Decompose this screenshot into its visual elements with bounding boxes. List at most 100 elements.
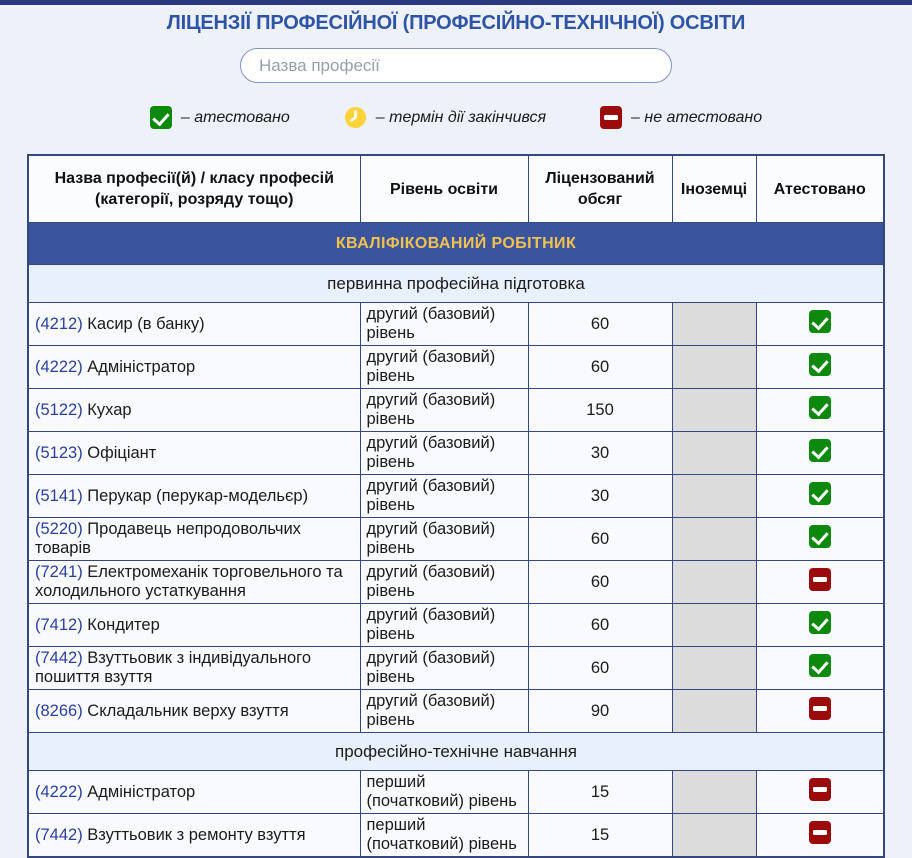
education-level-cell: другий (базовий) рівень [359,474,529,518]
profession-name: Електромеханік торговельного та холодиль… [35,563,343,600]
attested-cell [755,345,885,389]
attested-cell [755,560,885,604]
column-header-education-level: Рівень освіти [359,154,529,223]
profession-code-link[interactable]: (5141) [35,486,83,505]
table-row: (4222) Адміністратор другий (базовий) рі… [27,345,885,389]
licensed-volume-cell: 90 [527,689,673,733]
profession-code-link[interactable]: (7241) [35,563,83,581]
profession-code-link[interactable]: (5123) [35,443,83,462]
education-level-cell: другий (базовий) рівень [359,603,529,647]
profession-code-link[interactable]: (7442) [35,649,83,667]
table-row: (7442) Взуттьовик з індивідуального поши… [27,646,885,690]
section-title: професійно-технічне навчання [27,732,885,771]
attested-cell [755,770,885,814]
legend-item-expired: – термін дії закінчився [344,106,546,129]
foreigners-cell [671,560,757,604]
attested-cell [755,646,885,690]
education-level-cell: другий (базовий) рівень [359,646,529,690]
licensed-volume-cell: 15 [527,770,673,814]
table-row: (4222) Адміністратор перший (початковий)… [27,770,885,814]
profession-code-link[interactable]: (4212) [35,314,83,333]
minus-icon [808,778,831,801]
top-accent-bar [0,0,912,5]
minus-icon [808,697,831,720]
foreigners-cell [671,431,757,475]
profession-cell: (4222) Адміністратор [27,770,361,814]
attested-cell [755,431,885,475]
clock-icon [344,106,366,129]
profession-cell: (7241) Електромеханік торговельного та х… [27,560,361,604]
legend: – атестовано – термін дії закінчився – н… [0,106,912,129]
profession-name: Адміністратор [82,782,196,801]
profession-cell: (5122) Кухар [27,388,361,432]
profession-name: Перукар (перукар-модельєр) [82,486,309,505]
profession-code-link[interactable]: (7442) [35,825,83,844]
profession-code-link[interactable]: (4222) [35,357,83,376]
licensed-volume-cell: 60 [527,302,673,346]
profession-cell: (5141) Перукар (перукар-модельєр) [27,474,361,518]
check-icon [808,654,831,677]
profession-code-link[interactable]: (4222) [35,782,83,801]
profession-name: Кухар [82,400,132,419]
check-icon [149,106,172,129]
minus-icon [808,568,831,591]
table-row: (5123) Офіціант другий (базовий) рівень … [27,431,885,475]
table-row: (7241) Електромеханік торговельного та х… [27,560,885,604]
foreigners-cell [671,474,757,518]
profession-cell: (8266) Складальник верху взуття [27,689,361,733]
licensed-volume-cell: 30 [527,431,673,475]
column-header-attested: Атестовано [755,154,885,223]
check-icon [808,310,831,333]
attested-cell [755,813,885,858]
minus-icon [600,106,623,129]
check-icon [808,482,831,505]
profession-code-link[interactable]: (7412) [35,615,83,634]
check-icon [808,353,831,376]
education-level-cell: другий (базовий) рівень [359,431,529,475]
legend-label: – не атестовано [631,108,763,126]
section-row: первинна професійна підготовка [27,264,885,303]
table-row: (5122) Кухар другий (базовий) рівень 150 [27,388,885,432]
education-level-cell: другий (базовий) рівень [359,560,529,604]
table-row: (5141) Перукар (перукар-модельєр) другий… [27,474,885,518]
licensed-volume-cell: 60 [527,603,673,647]
profession-code-link[interactable]: (5122) [35,400,83,419]
profession-code-link[interactable]: (8266) [35,701,83,720]
foreigners-cell [671,603,757,647]
foreigners-cell [671,813,757,858]
profession-name: Взуттьовик з індивідуального пошиття взу… [35,649,312,686]
legend-label: – термін дії закінчився [375,108,547,126]
legend-label: – атестовано [180,108,290,126]
profession-name: Продавець непродовольчих товарів [35,520,301,557]
column-header-foreigners: Іноземці [671,154,757,223]
attested-cell [755,517,885,561]
licenses-table: Назва професії(й) / класу професій (кате… [27,154,885,858]
education-level-cell: другий (базовий) рівень [359,388,529,432]
column-header-profession: Назва професії(й) / класу професій (кате… [27,154,361,223]
profession-cell: (5220) Продавець непродовольчих товарів [27,517,361,561]
check-icon [808,611,831,634]
licensed-volume-cell: 60 [527,517,673,561]
search-area [0,48,912,83]
legend-item-not-attested: – не атестовано [600,106,762,129]
category-row: КВАЛІФІКОВАНИЙ РОБІТНИК [27,222,885,265]
foreigners-cell [671,345,757,389]
attested-cell [755,603,885,647]
search-input[interactable] [240,48,672,83]
table-row: (4212) Касир (в банку) другий (базовий) … [27,302,885,346]
attested-cell [755,302,885,346]
section-row: професійно-технічне навчання [27,732,885,771]
licensed-volume-cell: 15 [527,813,673,858]
profession-code-link[interactable]: (5220) [35,520,83,538]
foreigners-cell [671,517,757,561]
foreigners-cell [671,646,757,690]
profession-cell: (7442) Взуттьовик з індивідуального поши… [27,646,361,690]
minus-icon [808,821,831,844]
profession-cell: (5123) Офіціант [27,431,361,475]
attested-cell [755,689,885,733]
table-row: (7412) Кондитер другий (базовий) рівень … [27,603,885,647]
profession-name: Касир (в банку) [82,314,205,333]
education-level-cell: другий (базовий) рівень [359,689,529,733]
foreigners-cell [671,770,757,814]
profession-cell: (4212) Касир (в банку) [27,302,361,346]
